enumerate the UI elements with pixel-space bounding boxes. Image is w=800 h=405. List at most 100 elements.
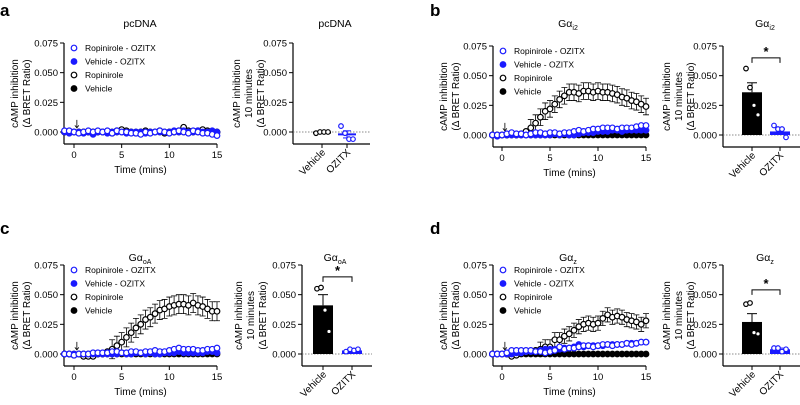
line-y-tick-label: 0.025 bbox=[463, 320, 487, 331]
panel-letter: d bbox=[430, 219, 440, 238]
error-bar bbox=[623, 312, 630, 328]
error-bar bbox=[575, 319, 582, 335]
ten-minute-bar-chart: Gαi2 0.000 0.025 0.050 0.075 cAMP inhibition 1… bbox=[662, 18, 800, 181]
data-point bbox=[118, 338, 126, 346]
error-bar bbox=[542, 102, 549, 120]
replicate-point bbox=[747, 300, 753, 306]
error-bar bbox=[194, 295, 201, 316]
bar-y-tick-label: 0.025 bbox=[693, 320, 717, 331]
replicate-point bbox=[752, 103, 756, 107]
category-label: Vehicle bbox=[299, 369, 330, 400]
x-axis-label: Time (mins) bbox=[543, 168, 595, 179]
y-axis-label: cAMP inhibition bbox=[10, 59, 21, 128]
bar-y-tick-label: 0.075 bbox=[272, 261, 296, 272]
legend-label: Vehicle - OZITX bbox=[85, 57, 145, 67]
x-tick-label: 5 bbox=[119, 150, 124, 161]
bar-y-tick-label: 0.075 bbox=[693, 42, 717, 53]
panel-a: a pcDNA 0.000 0.025 0.050 0.075 0 5 10 15 Time (mi… bbox=[0, 1, 370, 178]
legend-label: Vehicle - OZITX bbox=[514, 60, 574, 70]
data-point bbox=[599, 315, 607, 322]
bar-y-axis-label: (Δ BRET Ratio) bbox=[256, 59, 267, 127]
legend-label: Ropinirole - OZITX bbox=[85, 265, 156, 275]
bar-group-ozitx: OZITX bbox=[330, 346, 362, 398]
x-tick-label: 10 bbox=[593, 153, 604, 164]
error-bar bbox=[109, 339, 116, 360]
bar-y-axis-label: (Δ BRET Ratio) bbox=[686, 62, 697, 130]
legend-label: Vehicle bbox=[85, 306, 113, 316]
legend-label: Vehicle - OZITX bbox=[514, 279, 574, 289]
bar-y-tick-label: 0.050 bbox=[272, 290, 296, 301]
bar-group-ozitx: OZITX bbox=[758, 122, 790, 179]
line-y-tick-label: 0.050 bbox=[463, 290, 487, 301]
error-bar bbox=[542, 339, 549, 355]
error-bar bbox=[643, 313, 649, 329]
error-bar bbox=[604, 83, 611, 101]
significance-marker: * bbox=[335, 263, 341, 278]
bar-group-ozitx: OZITX bbox=[758, 345, 790, 398]
error-bar bbox=[566, 326, 573, 342]
category-label: Vehicle bbox=[728, 150, 759, 181]
error-bar bbox=[571, 322, 577, 338]
error-bar bbox=[619, 309, 625, 325]
replicate-point bbox=[756, 332, 760, 336]
error-bar bbox=[175, 294, 182, 315]
bar-group-vehicle: Vehicle bbox=[728, 65, 762, 181]
error-bar bbox=[590, 83, 597, 101]
chart-title-subscript: i2 bbox=[572, 25, 578, 32]
significance-marker: * bbox=[763, 44, 769, 59]
mean-bar bbox=[770, 131, 790, 135]
legend: Ropinirole - OZITX Vehicle - OZITX Ropinir… bbox=[499, 265, 585, 316]
error-bar bbox=[527, 119, 534, 137]
bar-group-vehicle: Vehicle bbox=[728, 300, 762, 400]
line-y-tick-label: 0.050 bbox=[34, 290, 58, 301]
x-tick-label: 10 bbox=[164, 150, 175, 161]
bar-y-tick-label: 0.000 bbox=[272, 350, 296, 361]
error-bar bbox=[590, 316, 597, 332]
legend-marker bbox=[70, 85, 78, 92]
bar-y-tick-label: 0.075 bbox=[263, 39, 287, 50]
data-point bbox=[637, 320, 645, 328]
significance-bracket bbox=[322, 276, 353, 282]
chart-title: Gαi2 bbox=[558, 18, 578, 32]
legend-marker bbox=[70, 293, 78, 301]
legend-marker bbox=[499, 88, 507, 95]
line-y-tick-label: 0.075 bbox=[34, 261, 58, 272]
error-bar bbox=[161, 299, 168, 319]
legend-label: Vehicle - OZITX bbox=[85, 279, 145, 289]
data-point bbox=[532, 119, 539, 127]
replicate-point bbox=[771, 122, 777, 129]
replicate-point bbox=[779, 348, 785, 355]
category-label: OZITX bbox=[758, 150, 787, 179]
error-bar bbox=[551, 95, 558, 113]
legend-marker bbox=[499, 266, 507, 274]
error-bar bbox=[585, 82, 592, 100]
x-tick-label: 0 bbox=[499, 372, 504, 383]
error-bar bbox=[609, 309, 616, 325]
addition-arrow-icon bbox=[502, 341, 508, 351]
chart-title-main: Gα bbox=[558, 18, 572, 30]
bar-y-axis-label: 10 minutes bbox=[674, 72, 685, 121]
line-y-tick-label: 0.000 bbox=[463, 350, 487, 361]
series-ropinirole-ozitx bbox=[489, 338, 650, 358]
series-ropinirole-ozitx bbox=[61, 127, 221, 139]
bar-chart-title-main: Gα bbox=[755, 18, 769, 30]
error-bar bbox=[199, 296, 206, 317]
error-bar bbox=[147, 307, 154, 328]
ten-minute-bar-chart: Gαz 0.000 0.025 0.050 0.075 cAMP inhibition 10… bbox=[662, 252, 800, 400]
legend: Ropinirole - OZITX Vehicle - OZITX Ropinir… bbox=[70, 43, 156, 94]
error-bar bbox=[209, 301, 216, 322]
ten-minute-bar-chart: pcDNA 0.000 0.025 0.050 0.075 cAMP inhibition… bbox=[232, 18, 370, 178]
data-point bbox=[594, 319, 602, 327]
x-tick-label: 0 bbox=[71, 150, 76, 161]
legend-marker bbox=[70, 307, 78, 314]
data-point bbox=[213, 307, 221, 315]
bar-chart-title-subscript: i2 bbox=[769, 25, 775, 32]
legend: Ropinirole - OZITX Vehicle - OZITX Ropinir… bbox=[70, 265, 156, 316]
replicate-point bbox=[775, 345, 781, 351]
data-point bbox=[642, 122, 650, 129]
line-y-tick-label: 0.075 bbox=[34, 39, 58, 50]
x-tick-label: 15 bbox=[641, 153, 652, 164]
